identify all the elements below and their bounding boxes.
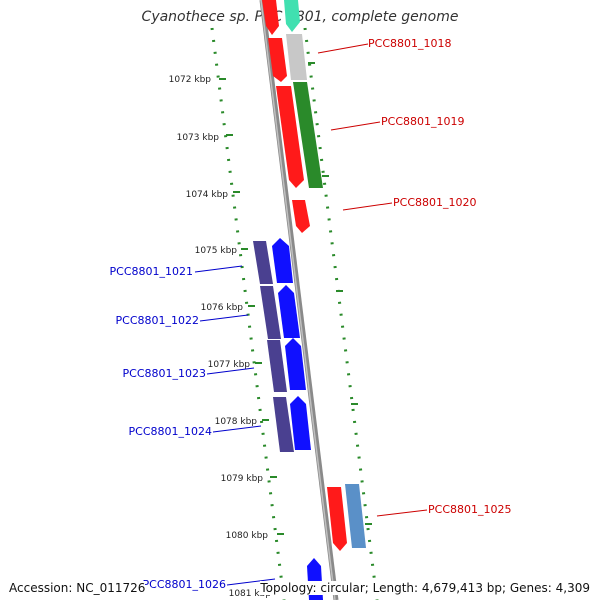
- gene-label-1023[interactable]: PCC8801_1023: [123, 367, 206, 380]
- leader-1019: [330, 121, 381, 131]
- ruler-label-1078: 1078 kbp: [215, 417, 258, 427]
- ruler-label-1076: 1076 kbp: [201, 303, 244, 313]
- ruler-ticks-left: [219, 78, 284, 535]
- leader-1026: [226, 578, 276, 586]
- accession-text: Accession: NC_011726: [9, 581, 146, 595]
- gene-1023-navy[interactable]: [267, 340, 287, 392]
- gene-top-teal[interactable]: [284, 0, 300, 32]
- gene-label-1020[interactable]: PCC8801_1020: [393, 196, 476, 209]
- gene-1025-red[interactable]: [327, 487, 347, 551]
- genome-backbone: [259, 0, 339, 600]
- ruler-left-dots: [210, 27, 286, 600]
- ruler-label-1073: 1073 kbp: [177, 133, 220, 143]
- gene-top-red-small[interactable]: [262, 0, 279, 35]
- gene-1022-blue[interactable]: [278, 285, 300, 338]
- map-footer: Accession: NC_011726 Topology: circular;…: [0, 578, 600, 600]
- gene-1024-blue[interactable]: [290, 396, 311, 450]
- gene-1023-blue[interactable]: [285, 338, 306, 390]
- gene-1025-steel[interactable]: [345, 484, 366, 548]
- gene-label-1025[interactable]: PCC8801_1025: [428, 503, 511, 516]
- ruler-label-1077: 1077 kbp: [208, 360, 251, 370]
- gene-1020-red[interactable]: [292, 200, 310, 233]
- ruler-right-dots: [303, 27, 379, 600]
- gene-label-1019[interactable]: PCC8801_1019: [381, 115, 464, 128]
- map-title: Cyanothece sp. PCC 8801, complete genome: [141, 9, 459, 25]
- leader-1020: [342, 202, 393, 211]
- genome-backbone-highlight: [260, 0, 336, 600]
- ruler-label-1080: 1080 kbp: [226, 531, 269, 541]
- leader-1022: [199, 314, 249, 322]
- gene-label-1022[interactable]: PCC8801_1022: [116, 314, 199, 327]
- gene-label-1024[interactable]: PCC8801_1024: [129, 425, 212, 438]
- ruler-label-1081: 1081 kbp: [229, 589, 272, 599]
- leader-1024: [212, 425, 262, 433]
- gene-label-1021[interactable]: PCC8801_1021: [110, 265, 193, 278]
- gene-label-1018[interactable]: PCC8801_1018: [368, 37, 451, 50]
- gene-1018-red[interactable]: [268, 38, 287, 82]
- ruler-label-1074: 1074 kbp: [186, 190, 229, 200]
- leader-1025: [376, 509, 428, 517]
- gene-1021-navy[interactable]: [253, 241, 273, 284]
- gene-1019-green[interactable]: [293, 82, 323, 188]
- topology-text: Topology: circular; Length: 4,679,413 bp…: [260, 581, 590, 595]
- gene-label-1026[interactable]: PCC8801_1026: [143, 578, 226, 591]
- ruler-label-1075: 1075 kbp: [195, 246, 238, 256]
- ruler-ticks-right: [308, 62, 372, 525]
- gene-1024-navy[interactable]: [273, 397, 294, 452]
- gene-1018-gray[interactable]: [286, 34, 307, 80]
- gene-1019-red[interactable]: [276, 86, 304, 188]
- gene-1022-navy[interactable]: [260, 286, 281, 339]
- leader-1023: [206, 367, 255, 375]
- gene-1021-blue[interactable]: [272, 238, 293, 283]
- ruler-label-1072: 1072 kbp: [169, 75, 212, 85]
- leader-1021: [194, 265, 243, 273]
- ruler-label-1079: 1079 kbp: [221, 474, 264, 484]
- leader-1018: [317, 43, 369, 54]
